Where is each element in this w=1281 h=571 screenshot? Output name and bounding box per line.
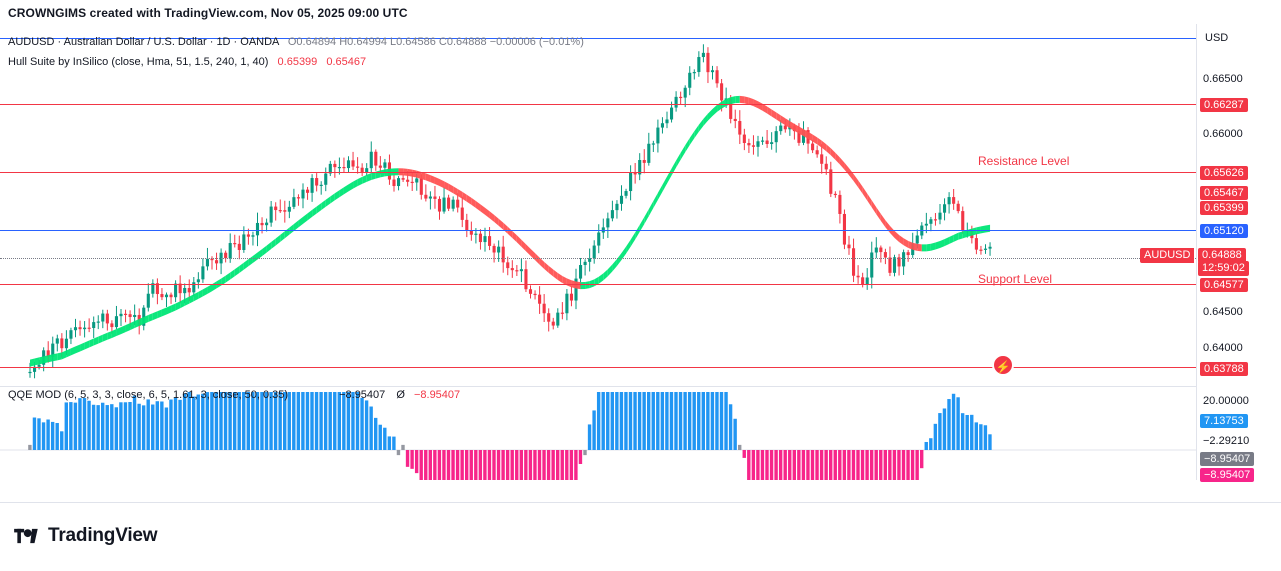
price-tag-3[interactable]: 0.65399 bbox=[1200, 201, 1248, 215]
indicator-legend-hull[interactable]: Hull Suite by InSilico (close, Hma, 51, … bbox=[8, 56, 366, 68]
oscillator-pane[interactable] bbox=[0, 386, 1196, 480]
price-scale-currency: USD bbox=[1205, 32, 1229, 44]
osc-tick-1: −2.29210 bbox=[1203, 435, 1250, 447]
oscillator-value-2: −8.95407 bbox=[413, 389, 461, 401]
tradingview-wordmark: TradingView bbox=[48, 525, 158, 546]
hline-resistance-level[interactable] bbox=[0, 172, 1196, 173]
hline-support-level[interactable] bbox=[0, 284, 1196, 285]
price-tag-6[interactable]: 0.63788 bbox=[1200, 362, 1248, 376]
annotation-resistance: Resistance Level bbox=[978, 154, 1070, 168]
chart-area[interactable]: Resistance Level Support Level ⚡ Apr May… bbox=[0, 24, 1196, 521]
price-tick-1: 0.66000 bbox=[1203, 128, 1243, 140]
osc-tick-0: 20.00000 bbox=[1203, 395, 1249, 407]
indicator-legend-title: Hull Suite by InSilico (close, Hma, 51, … bbox=[8, 56, 269, 68]
price-tag-2[interactable]: 0.65467 bbox=[1200, 186, 1248, 200]
hline-blue-mid[interactable] bbox=[0, 230, 1196, 231]
price-tick-5: 0.64000 bbox=[1203, 342, 1243, 354]
hline-last-price bbox=[0, 258, 1196, 259]
indicator-legend-qqe[interactable]: QQE MOD (6, 5, 3, 3, close, 6, 5, 1.61, … bbox=[8, 389, 460, 401]
annotation-support: Support Level bbox=[978, 272, 1053, 286]
symbol-legend-title: AUDUSD · Australian Dollar / U.S. Dollar… bbox=[8, 36, 279, 48]
osc-tag-2[interactable]: −8.95407 bbox=[1200, 468, 1255, 482]
osc-tag-1[interactable]: −8.95407 bbox=[1200, 452, 1255, 466]
footer: TradingView bbox=[0, 502, 1281, 571]
quote-tag-time[interactable]: 12:59:02 bbox=[1198, 261, 1249, 276]
oscillator-value-1: −8.95407 bbox=[339, 389, 386, 401]
osc-tag-0[interactable]: 7.13753 bbox=[1200, 414, 1248, 428]
page-title: CROWNGIMS created with TradingView.com, … bbox=[8, 6, 408, 20]
alert-badge-icon[interactable]: ⚡ bbox=[992, 354, 1014, 376]
price-tag-0[interactable]: 0.66287 bbox=[1200, 98, 1248, 112]
price-tag-1[interactable]: 0.65626 bbox=[1200, 166, 1248, 180]
quote-tag-price[interactable]: 0.64888 bbox=[1198, 248, 1246, 263]
oscillator-legend-title: QQE MOD (6, 5, 3, 3, close, 6, 5, 1.61, … bbox=[8, 389, 289, 401]
tradingview-mark-icon bbox=[14, 528, 38, 544]
hline-blue-top[interactable] bbox=[0, 38, 1196, 39]
price-tag-4[interactable]: 0.65120 bbox=[1200, 224, 1248, 238]
tradingview-logo[interactable]: TradingView bbox=[14, 525, 158, 547]
quote-tag-symbol[interactable]: AUDUSD bbox=[1140, 248, 1195, 263]
symbol-legend[interactable]: AUDUSD · Australian Dollar / U.S. Dollar… bbox=[8, 36, 584, 48]
price-pane[interactable]: Resistance Level Support Level ⚡ bbox=[0, 24, 1196, 386]
qqe-mod-histogram bbox=[0, 392, 1196, 480]
candlestick-series bbox=[28, 44, 992, 379]
symbol-legend-ohlc: O0.64894 H0.64994 L0.64586 C0.64888 −0.0… bbox=[287, 36, 584, 48]
indicator-value-2: 0.65467 bbox=[326, 56, 367, 68]
price-tick-4: 0.64500 bbox=[1203, 306, 1243, 318]
price-tag-5[interactable]: 0.64577 bbox=[1200, 278, 1248, 292]
price-tick-0: 0.66500 bbox=[1203, 73, 1243, 85]
indicator-value-1: 0.65399 bbox=[277, 56, 318, 68]
hline-resistance-upper[interactable] bbox=[0, 104, 1196, 105]
hline-support-lower[interactable] bbox=[0, 367, 1196, 368]
oscillator-avg-icon: Ø bbox=[396, 389, 405, 401]
